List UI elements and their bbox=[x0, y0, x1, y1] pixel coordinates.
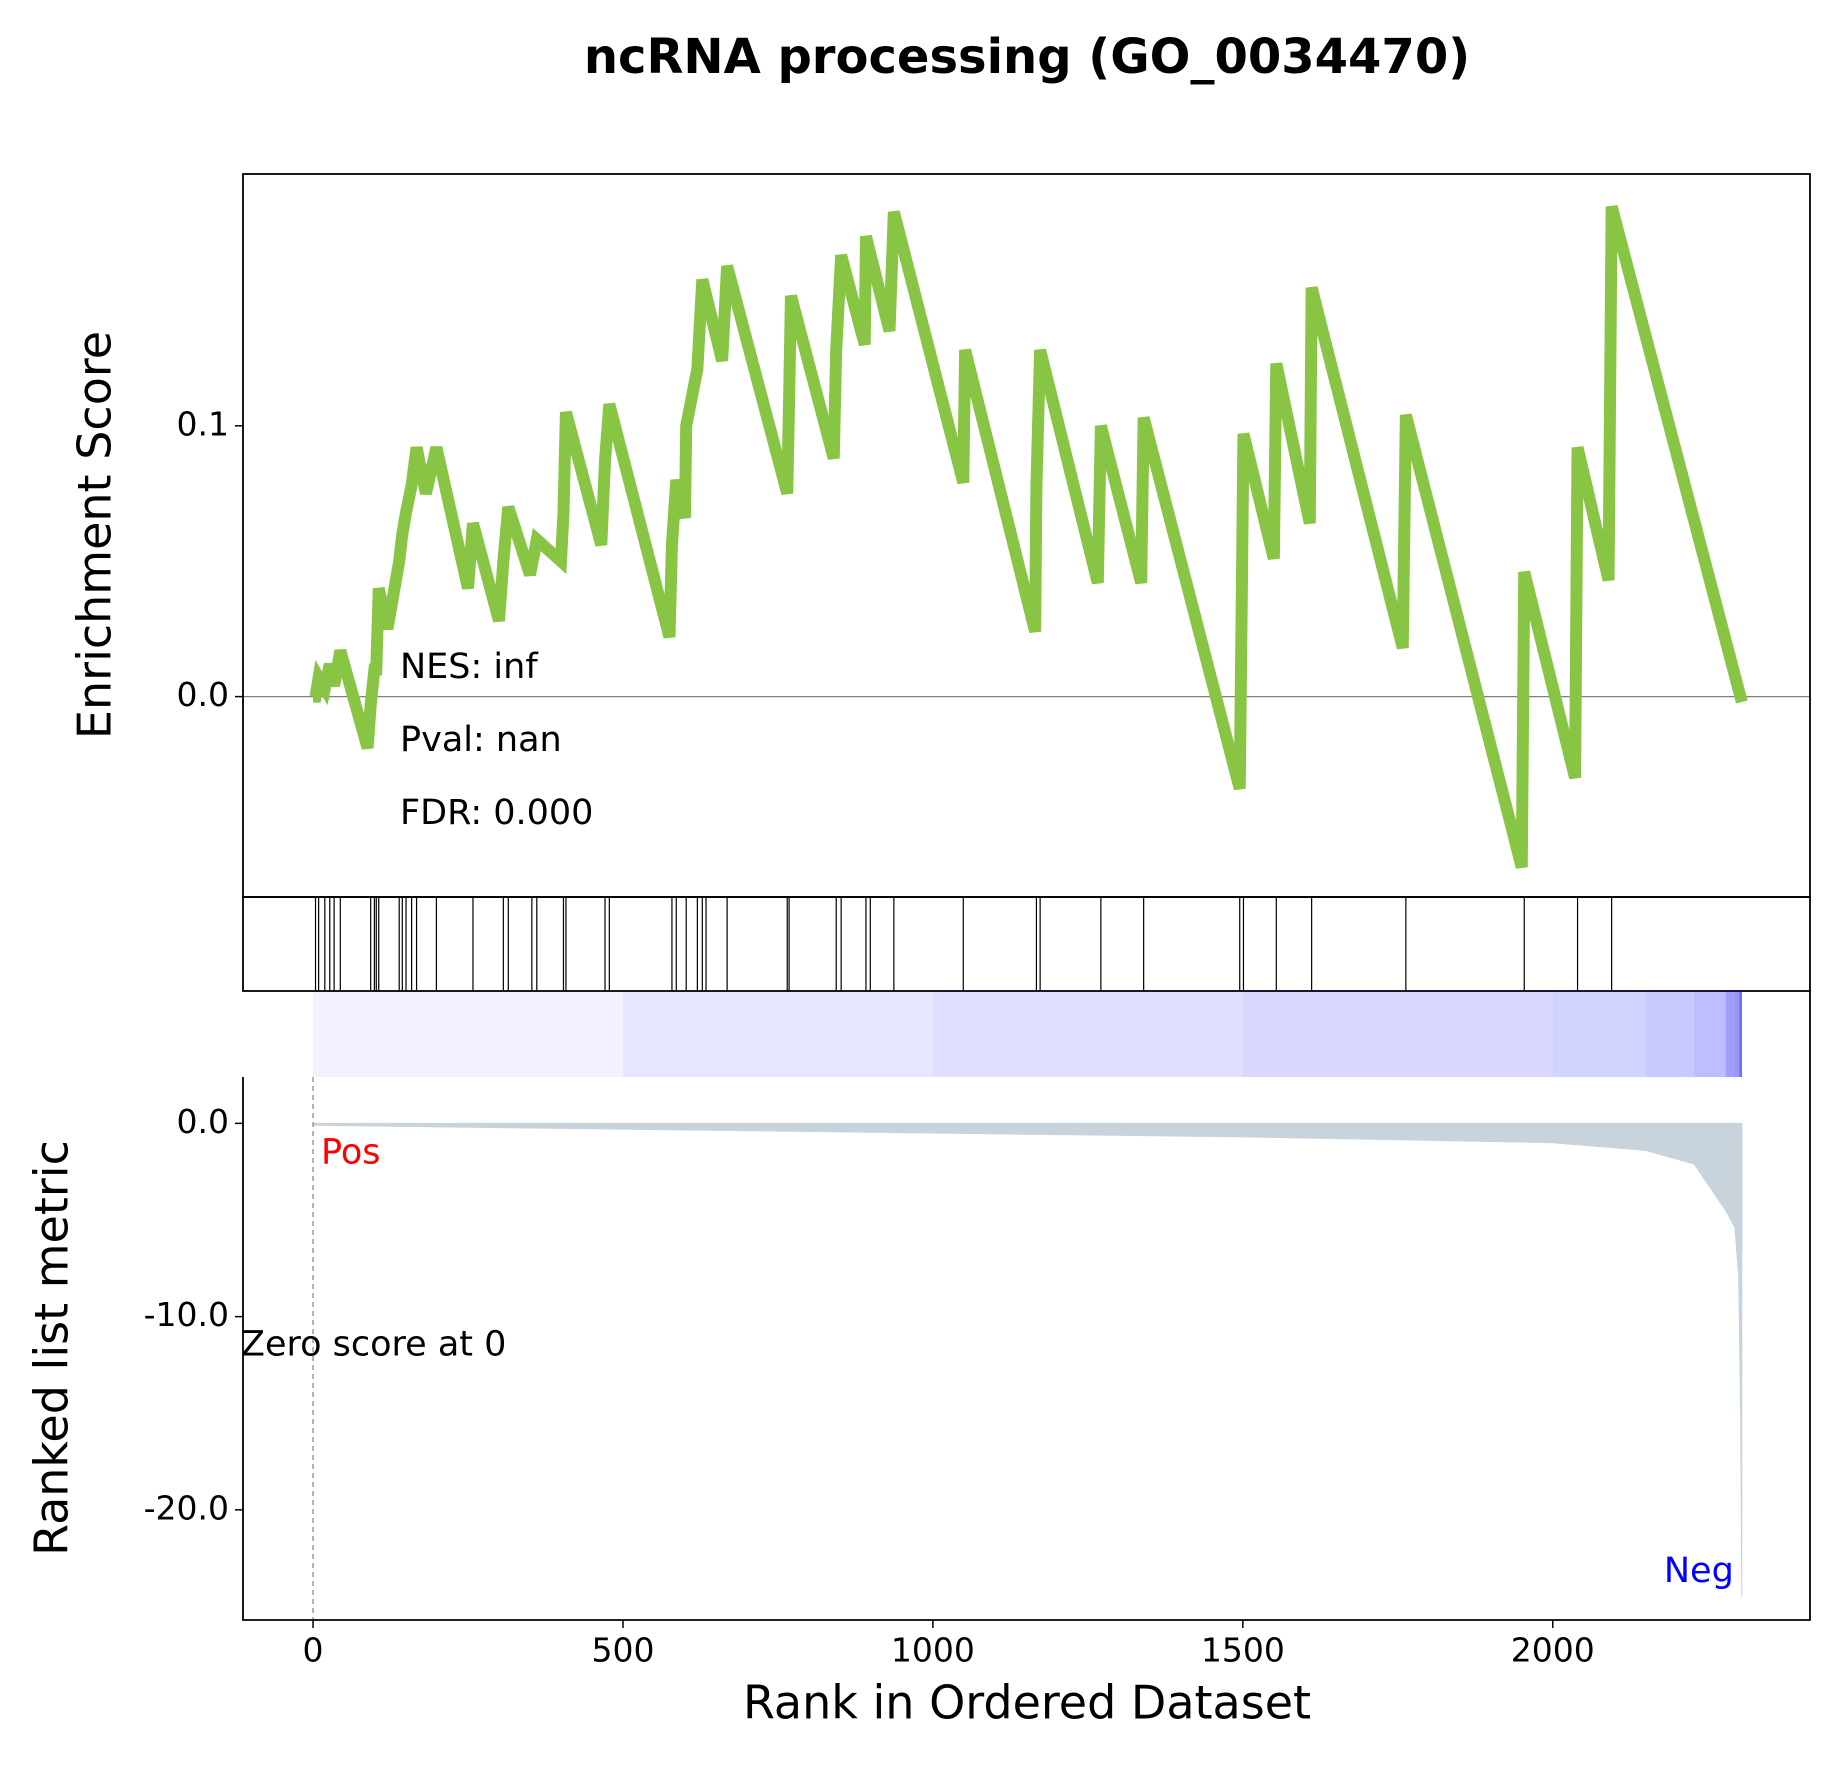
heatmap-cell bbox=[622, 991, 933, 1077]
heatmap-cell bbox=[1738, 991, 1741, 1077]
heatmap-cell bbox=[1694, 991, 1726, 1077]
rank-annotation: Pos bbox=[321, 1132, 381, 1172]
metric-area bbox=[312, 1122, 1743, 1597]
y-axis-label: Ranked list metric bbox=[25, 1140, 79, 1556]
rank-annotation: Neg bbox=[1664, 1551, 1734, 1591]
y-tick-label: -20.0 bbox=[144, 1488, 229, 1527]
y-tick-label: -10.0 bbox=[144, 1295, 229, 1334]
chart-title: ncRNA processing (GO_0034470) bbox=[584, 29, 1470, 85]
y-axis-label: Enrichment Score bbox=[68, 331, 122, 739]
x-tick-label: 1000 bbox=[891, 1631, 975, 1670]
x-tick-label: 1500 bbox=[1201, 1631, 1285, 1670]
rank-annotation: Zero score at 0 bbox=[241, 1325, 506, 1365]
panel-frame bbox=[242, 991, 1811, 1621]
x-tick-label: 500 bbox=[591, 1631, 654, 1670]
heatmap-cell bbox=[1740, 991, 1742, 1077]
heatmap-cell bbox=[932, 991, 1243, 1077]
x-tick-label: 0 bbox=[303, 1631, 324, 1670]
y-tick-label: 0.0 bbox=[177, 675, 229, 714]
heatmap-cell bbox=[1552, 991, 1646, 1077]
panel-frame bbox=[242, 896, 1811, 992]
heatmap-cell bbox=[1725, 991, 1735, 1077]
y-tick-label: 0.1 bbox=[177, 404, 229, 443]
heatmap-cell bbox=[1734, 991, 1739, 1077]
x-tick-label: 2000 bbox=[1511, 1631, 1595, 1670]
stat-annotation: NES: inf bbox=[400, 647, 538, 687]
heatmap-cell bbox=[1645, 991, 1695, 1077]
x-axis-label: Rank in Ordered Dataset bbox=[743, 1676, 1311, 1730]
y-tick-label: 0.0 bbox=[177, 1102, 229, 1141]
es-line bbox=[309, 204, 1748, 869]
heatmap-cell bbox=[313, 991, 623, 1077]
heatmap-cell bbox=[1242, 991, 1553, 1077]
stat-annotation: FDR: 0.000 bbox=[400, 793, 593, 833]
stat-annotation: Pval: nan bbox=[400, 720, 562, 760]
